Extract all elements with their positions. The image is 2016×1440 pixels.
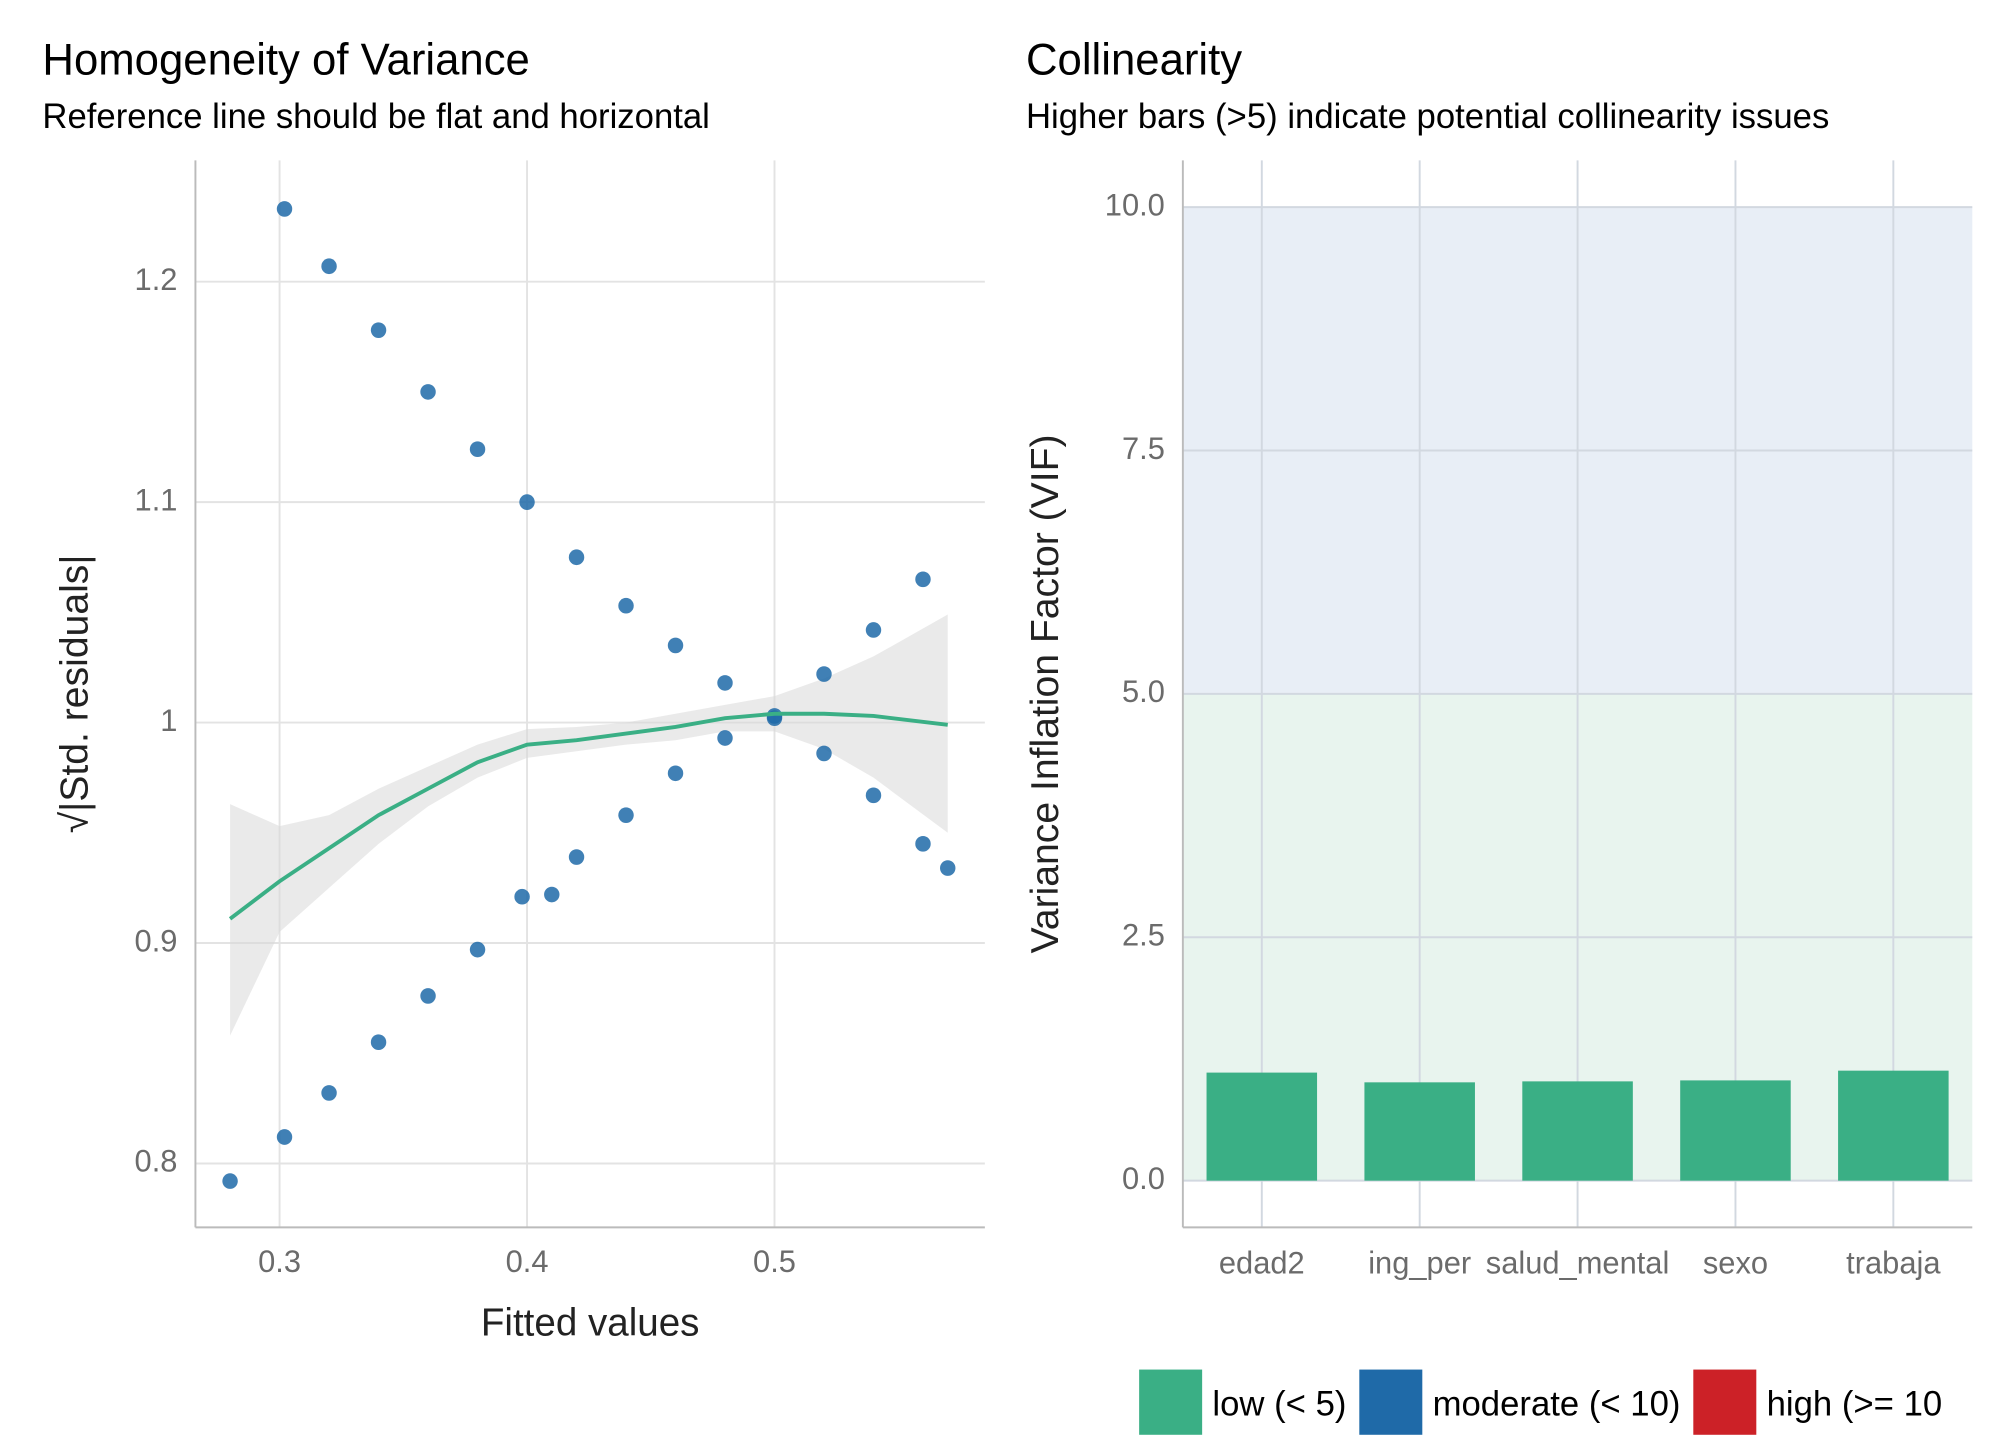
point [519,494,535,510]
bar [1206,1072,1318,1181]
point [514,888,530,905]
x-tick-label: sexo [1703,1245,1768,1280]
point [222,1173,238,1189]
y-tick-label: 1.1 [135,482,178,517]
point [940,860,956,876]
point [717,675,733,691]
point [865,622,882,638]
legend-swatch [1139,1369,1203,1435]
y-tick-label: 5.0 [1122,674,1165,709]
point [915,835,931,852]
y-tick-label: 0.9 [135,923,178,958]
x-tick-label: ing_per [1368,1245,1471,1280]
confidence-band [230,614,948,1036]
y-tick-label: 0.8 [135,1144,178,1179]
smooth-line [228,711,948,921]
x-tick-label: 0.5 [753,1244,796,1279]
chart-subtitle: Reference line should be flat and horizo… [42,97,709,136]
point [276,201,293,217]
point [816,745,832,762]
y-axis-label: √|Std. residuals| [54,554,97,833]
y-tick-label: 1.2 [135,262,178,297]
legend-label: moderate (< 10) [1433,1384,1681,1423]
point [469,941,486,958]
point [717,730,733,746]
point [420,384,436,400]
x-tick-label: 0.4 [506,1244,549,1279]
point [276,1129,293,1145]
bar [1522,1081,1633,1181]
x-tick-label: edad2 [1219,1245,1305,1280]
point [321,258,337,275]
point [370,1034,387,1051]
point [667,637,684,654]
bar [1838,1070,1949,1181]
x-tick-label: salud_mental [1486,1245,1670,1280]
x-tick-label: trabaja [1846,1245,1941,1280]
point [568,849,585,865]
point [667,765,684,782]
chart-title: Collinearity [1026,35,1242,84]
y-tick-label: 0.0 [1122,1161,1165,1196]
point [321,1085,337,1101]
y-tick-label: 10.0 [1105,187,1165,222]
point [816,666,832,682]
chart-title: Homogeneity of Variance [42,35,529,84]
point [544,886,560,903]
y-tick-label: 7.5 [1122,431,1165,466]
chart-subtitle: Higher bars (>5) indicate potential coll… [1026,97,1829,136]
bar [1364,1082,1475,1181]
point [618,597,634,614]
legend-swatch [1693,1369,1757,1435]
point [865,787,882,804]
x-tick-label: 0.3 [258,1244,301,1279]
point [469,441,486,458]
y-tick-label: 2.5 [1122,917,1165,952]
point [568,549,585,566]
x-axis-label: Fitted values [481,1301,700,1344]
y-tick-label: 1 [160,703,177,738]
legend-label: high (>= 10 [1767,1384,1943,1423]
legend-swatch [1359,1369,1423,1435]
bar [1680,1080,1791,1181]
point [420,988,436,1004]
point [618,807,634,823]
legend-label: low (< 5) [1212,1384,1346,1423]
y-axis-label: Variance Inflation Factor (VIF) [1024,434,1067,953]
point [370,322,387,339]
point [915,571,931,588]
